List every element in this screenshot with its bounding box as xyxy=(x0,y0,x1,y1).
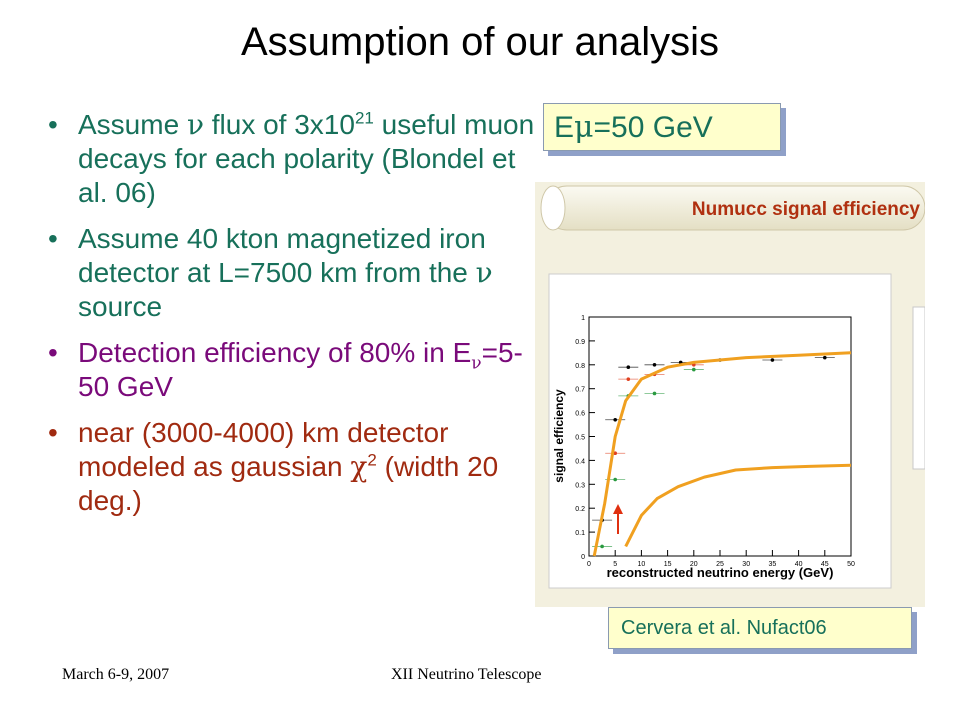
citation-box: Cervera et al. Nufact06 xyxy=(608,607,912,649)
data-point xyxy=(652,391,657,396)
x-tick-label: 45 xyxy=(821,561,829,568)
x-tick-label: 30 xyxy=(742,561,750,568)
bullet-flux: • Assume ν flux of 3x1021 useful muon dec… xyxy=(48,108,538,210)
y-tick-label: 0.6 xyxy=(575,411,585,418)
x-tick-label: 25 xyxy=(716,561,724,568)
y-tick-label: 0.2 xyxy=(575,506,585,513)
x-tick-label: 50 xyxy=(847,561,855,568)
side-panel xyxy=(912,306,925,470)
bullet-dot: • xyxy=(48,223,58,254)
arrow-head xyxy=(613,504,623,514)
data-point xyxy=(692,367,696,372)
bullet-text: Assume xyxy=(78,109,187,140)
data-point xyxy=(613,417,617,422)
plot-panel xyxy=(548,273,892,589)
x-tick-label: 35 xyxy=(769,561,777,568)
y-axis-label: signal efficiency xyxy=(552,389,566,483)
y-tick-label: 0 xyxy=(581,554,585,561)
bullet-dot: • xyxy=(48,109,58,140)
data-point xyxy=(823,355,827,360)
y-tick-label: 0.8 xyxy=(575,363,585,370)
data-point xyxy=(626,377,631,381)
energy-value: =50 GeV xyxy=(593,111,713,144)
mu-symbol: μ xyxy=(574,110,594,145)
efficiency-figure: Numucc signal efficiency signal efficien… xyxy=(535,182,925,607)
bullet-text: source xyxy=(78,291,163,322)
nu-symbol: ν xyxy=(475,256,493,289)
bullet-list: • Assume ν flux of 3x1021 useful muon dec… xyxy=(48,108,538,530)
bullet-text: Assume 40 kton magnetized iron detector … xyxy=(78,223,486,288)
nu-subscript: ν xyxy=(471,353,482,374)
y-tick-label: 0.7 xyxy=(575,387,585,394)
x-tick-label: 5 xyxy=(613,561,617,568)
footer-conference: XII Neutrino Telescope xyxy=(391,666,542,683)
bullet-text: (width 20 deg.) xyxy=(78,451,499,516)
data-point xyxy=(770,358,775,362)
bullet-text: flux of 3x10 xyxy=(203,109,355,140)
bullet-text: useful muon decays for each polarity (Bl… xyxy=(78,109,535,208)
data-point xyxy=(652,363,657,367)
superscript: 2 xyxy=(367,450,377,470)
y-tick-label: 0.5 xyxy=(575,435,585,442)
y-tick-label: 0.3 xyxy=(575,482,585,489)
footer-date: March 6-9, 2007 xyxy=(62,666,170,683)
y-tick-label: 0.4 xyxy=(575,458,585,465)
bullet-text: near (3000-4000) km detector modeled as … xyxy=(78,417,449,482)
bullet-dot: • xyxy=(48,417,58,448)
energy-callout: Eμ=50 GeV xyxy=(543,103,781,151)
bullet-efficiency: • Detection efficiency of 80% in Eν=5-50 … xyxy=(48,336,538,404)
data-point xyxy=(600,544,604,549)
data-point xyxy=(613,451,617,456)
superscript: 21 xyxy=(354,108,374,128)
efficiency-curve xyxy=(592,351,852,557)
bullet-detector: • Assume 40 kton magnetized iron detector… xyxy=(48,222,538,324)
x-axis-label: reconstructed neutrino energy (GeV) xyxy=(607,565,834,580)
slide-title: Assumption of our analysis xyxy=(240,20,719,64)
y-tick-label: 1 xyxy=(581,315,585,322)
y-tick-label: 0.9 xyxy=(575,339,585,346)
x-tick-label: 20 xyxy=(690,561,698,568)
x-tick-label: 40 xyxy=(795,561,803,568)
x-tick-label: 0 xyxy=(587,561,591,568)
bullet-text: Detection efficiency of 80% in E xyxy=(78,337,472,368)
energy-label: E xyxy=(554,111,575,144)
bullet-dot: • xyxy=(48,337,58,368)
data-point xyxy=(626,365,631,369)
x-tick-label: 10 xyxy=(638,561,646,568)
nu-symbol: ν xyxy=(186,108,204,141)
efficiency-curve xyxy=(624,463,852,548)
x-tick-label: 15 xyxy=(664,561,672,568)
efficiency-chart: Numucc signal efficiency signal efficien… xyxy=(535,182,925,607)
bullet-text: =5-50 GeV xyxy=(78,337,523,402)
y-tick-label: 0.1 xyxy=(575,530,585,537)
chi-symbol: χ xyxy=(350,450,368,483)
banner-end xyxy=(540,185,566,231)
data-point xyxy=(613,477,617,482)
figure-banner-title: Numucc signal efficiency xyxy=(692,199,921,220)
bullet-near-detector: • near (3000-4000) km detector modeled as… xyxy=(48,416,538,518)
